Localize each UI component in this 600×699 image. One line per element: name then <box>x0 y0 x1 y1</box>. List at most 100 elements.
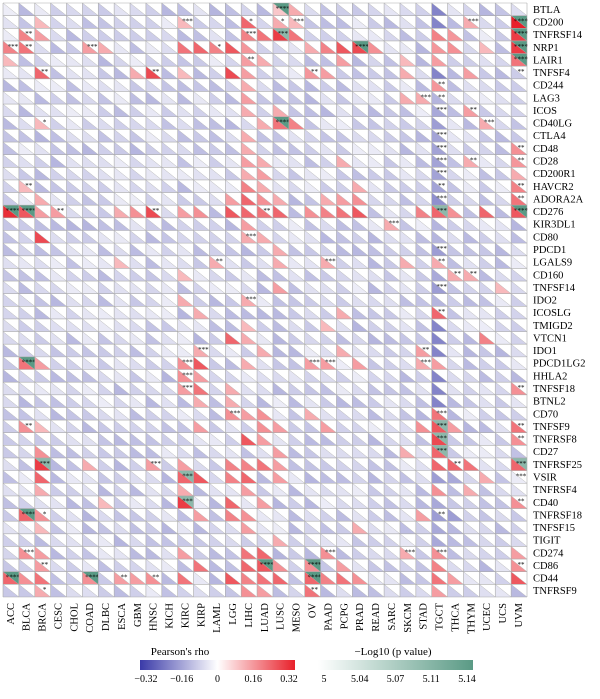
star-CD48-UVM: ** <box>517 144 525 152</box>
grid-diag <box>415 192 432 206</box>
star-CD274-PAAD: *** <box>325 548 336 556</box>
grid-diag <box>193 407 210 421</box>
grid-diag <box>288 394 305 408</box>
grid-diag <box>336 205 353 219</box>
grid-diag <box>209 116 226 130</box>
grid-diag <box>415 2 432 16</box>
grid-diag <box>320 331 337 345</box>
grid-diag <box>383 381 401 395</box>
grid-diag <box>463 141 480 155</box>
column-label: SARC <box>387 603 398 630</box>
grid-diag <box>66 293 83 307</box>
grid-diag <box>114 394 131 408</box>
grid-diag <box>463 318 480 332</box>
grid-diag <box>98 483 115 497</box>
grid-diag <box>368 584 385 598</box>
grid-diag <box>288 15 305 29</box>
column-label: TGCT <box>435 602 446 630</box>
row-label: NRP1 <box>533 43 559 54</box>
grid-diag <box>256 230 274 244</box>
grid-diag <box>272 205 289 219</box>
grid-diag <box>2 483 20 497</box>
grid-diag <box>383 533 401 547</box>
grid-diag <box>495 280 512 294</box>
grid-diag <box>336 521 353 534</box>
grid-diag <box>161 268 178 282</box>
grid-diag <box>510 242 528 256</box>
grid-diag <box>320 293 337 307</box>
grid-diag <box>272 457 289 471</box>
grid-diag <box>2 2 20 16</box>
grid-diag <box>479 369 496 383</box>
grid-diag <box>463 306 480 320</box>
grid-diag <box>383 78 401 92</box>
grid-diag <box>209 394 226 408</box>
legend-p-tick: 5.11 <box>423 674 440 685</box>
grid-diag <box>98 533 115 547</box>
grid-diag <box>447 558 464 572</box>
grid-diag <box>129 78 147 92</box>
grid-diag <box>82 116 99 130</box>
grid-diag <box>415 495 432 509</box>
grid-diag <box>272 91 289 105</box>
grid-diag <box>114 558 131 572</box>
grid-diag <box>209 15 226 29</box>
grid-diag <box>161 91 178 105</box>
star-CD244-TGCT: ** <box>438 81 446 89</box>
grid-diag <box>288 40 305 54</box>
grid-diag <box>34 53 51 67</box>
grid-diag <box>336 154 353 168</box>
grid-diag <box>18 141 35 155</box>
grid-diag <box>66 457 83 471</box>
grid-diag <box>18 293 35 307</box>
row-label: TNFSF15 <box>533 523 575 534</box>
grid-diag <box>304 28 321 42</box>
grid-diag <box>495 205 512 219</box>
grid-diag <box>288 533 305 547</box>
grid-diag <box>368 28 385 42</box>
row-label: CD274 <box>533 548 564 559</box>
grid-diag <box>2 242 20 256</box>
grid-diag <box>383 369 401 383</box>
grid-diag <box>161 2 178 16</box>
grid-diag <box>447 419 464 433</box>
grid-diag <box>495 40 512 54</box>
grid-diag <box>161 280 178 294</box>
grid-diag <box>272 369 289 383</box>
grid-diag <box>129 306 147 320</box>
grid-diag <box>288 432 305 446</box>
grid-diag <box>431 407 448 421</box>
grid-diag <box>447 483 464 497</box>
grid-diag <box>18 230 35 244</box>
grid-diag <box>399 470 416 484</box>
grid-diag <box>50 344 67 358</box>
grid-diag <box>304 457 321 471</box>
grid-diag <box>145 381 162 395</box>
grid-diag <box>193 116 210 130</box>
grid-diag <box>82 293 99 307</box>
grid-diag <box>256 53 274 67</box>
grid-diag <box>2 419 20 433</box>
grid-diag <box>82 394 99 408</box>
grid-diag <box>336 533 353 547</box>
grid-diag <box>209 470 226 484</box>
grid-diag <box>510 381 528 395</box>
grid-diag <box>161 230 178 244</box>
star-ICOSLG-TGCT: ** <box>438 308 446 316</box>
grid-diag <box>50 179 67 193</box>
grid-diag <box>114 91 131 105</box>
grid-diag <box>209 407 226 421</box>
row-label: ICOS <box>533 106 557 117</box>
grid-diag <box>145 192 162 206</box>
grid-diag <box>114 318 131 332</box>
grid-diag <box>288 66 305 79</box>
grid-diag <box>368 331 385 345</box>
grid-diag <box>2 457 20 471</box>
grid-diag <box>129 508 147 522</box>
grid-diag <box>288 268 305 282</box>
column-label: READ <box>371 603 382 632</box>
grid-diag <box>193 457 210 471</box>
grid-diag <box>368 419 385 433</box>
column-label: DLBC <box>101 603 112 631</box>
grid-diag <box>241 192 258 206</box>
